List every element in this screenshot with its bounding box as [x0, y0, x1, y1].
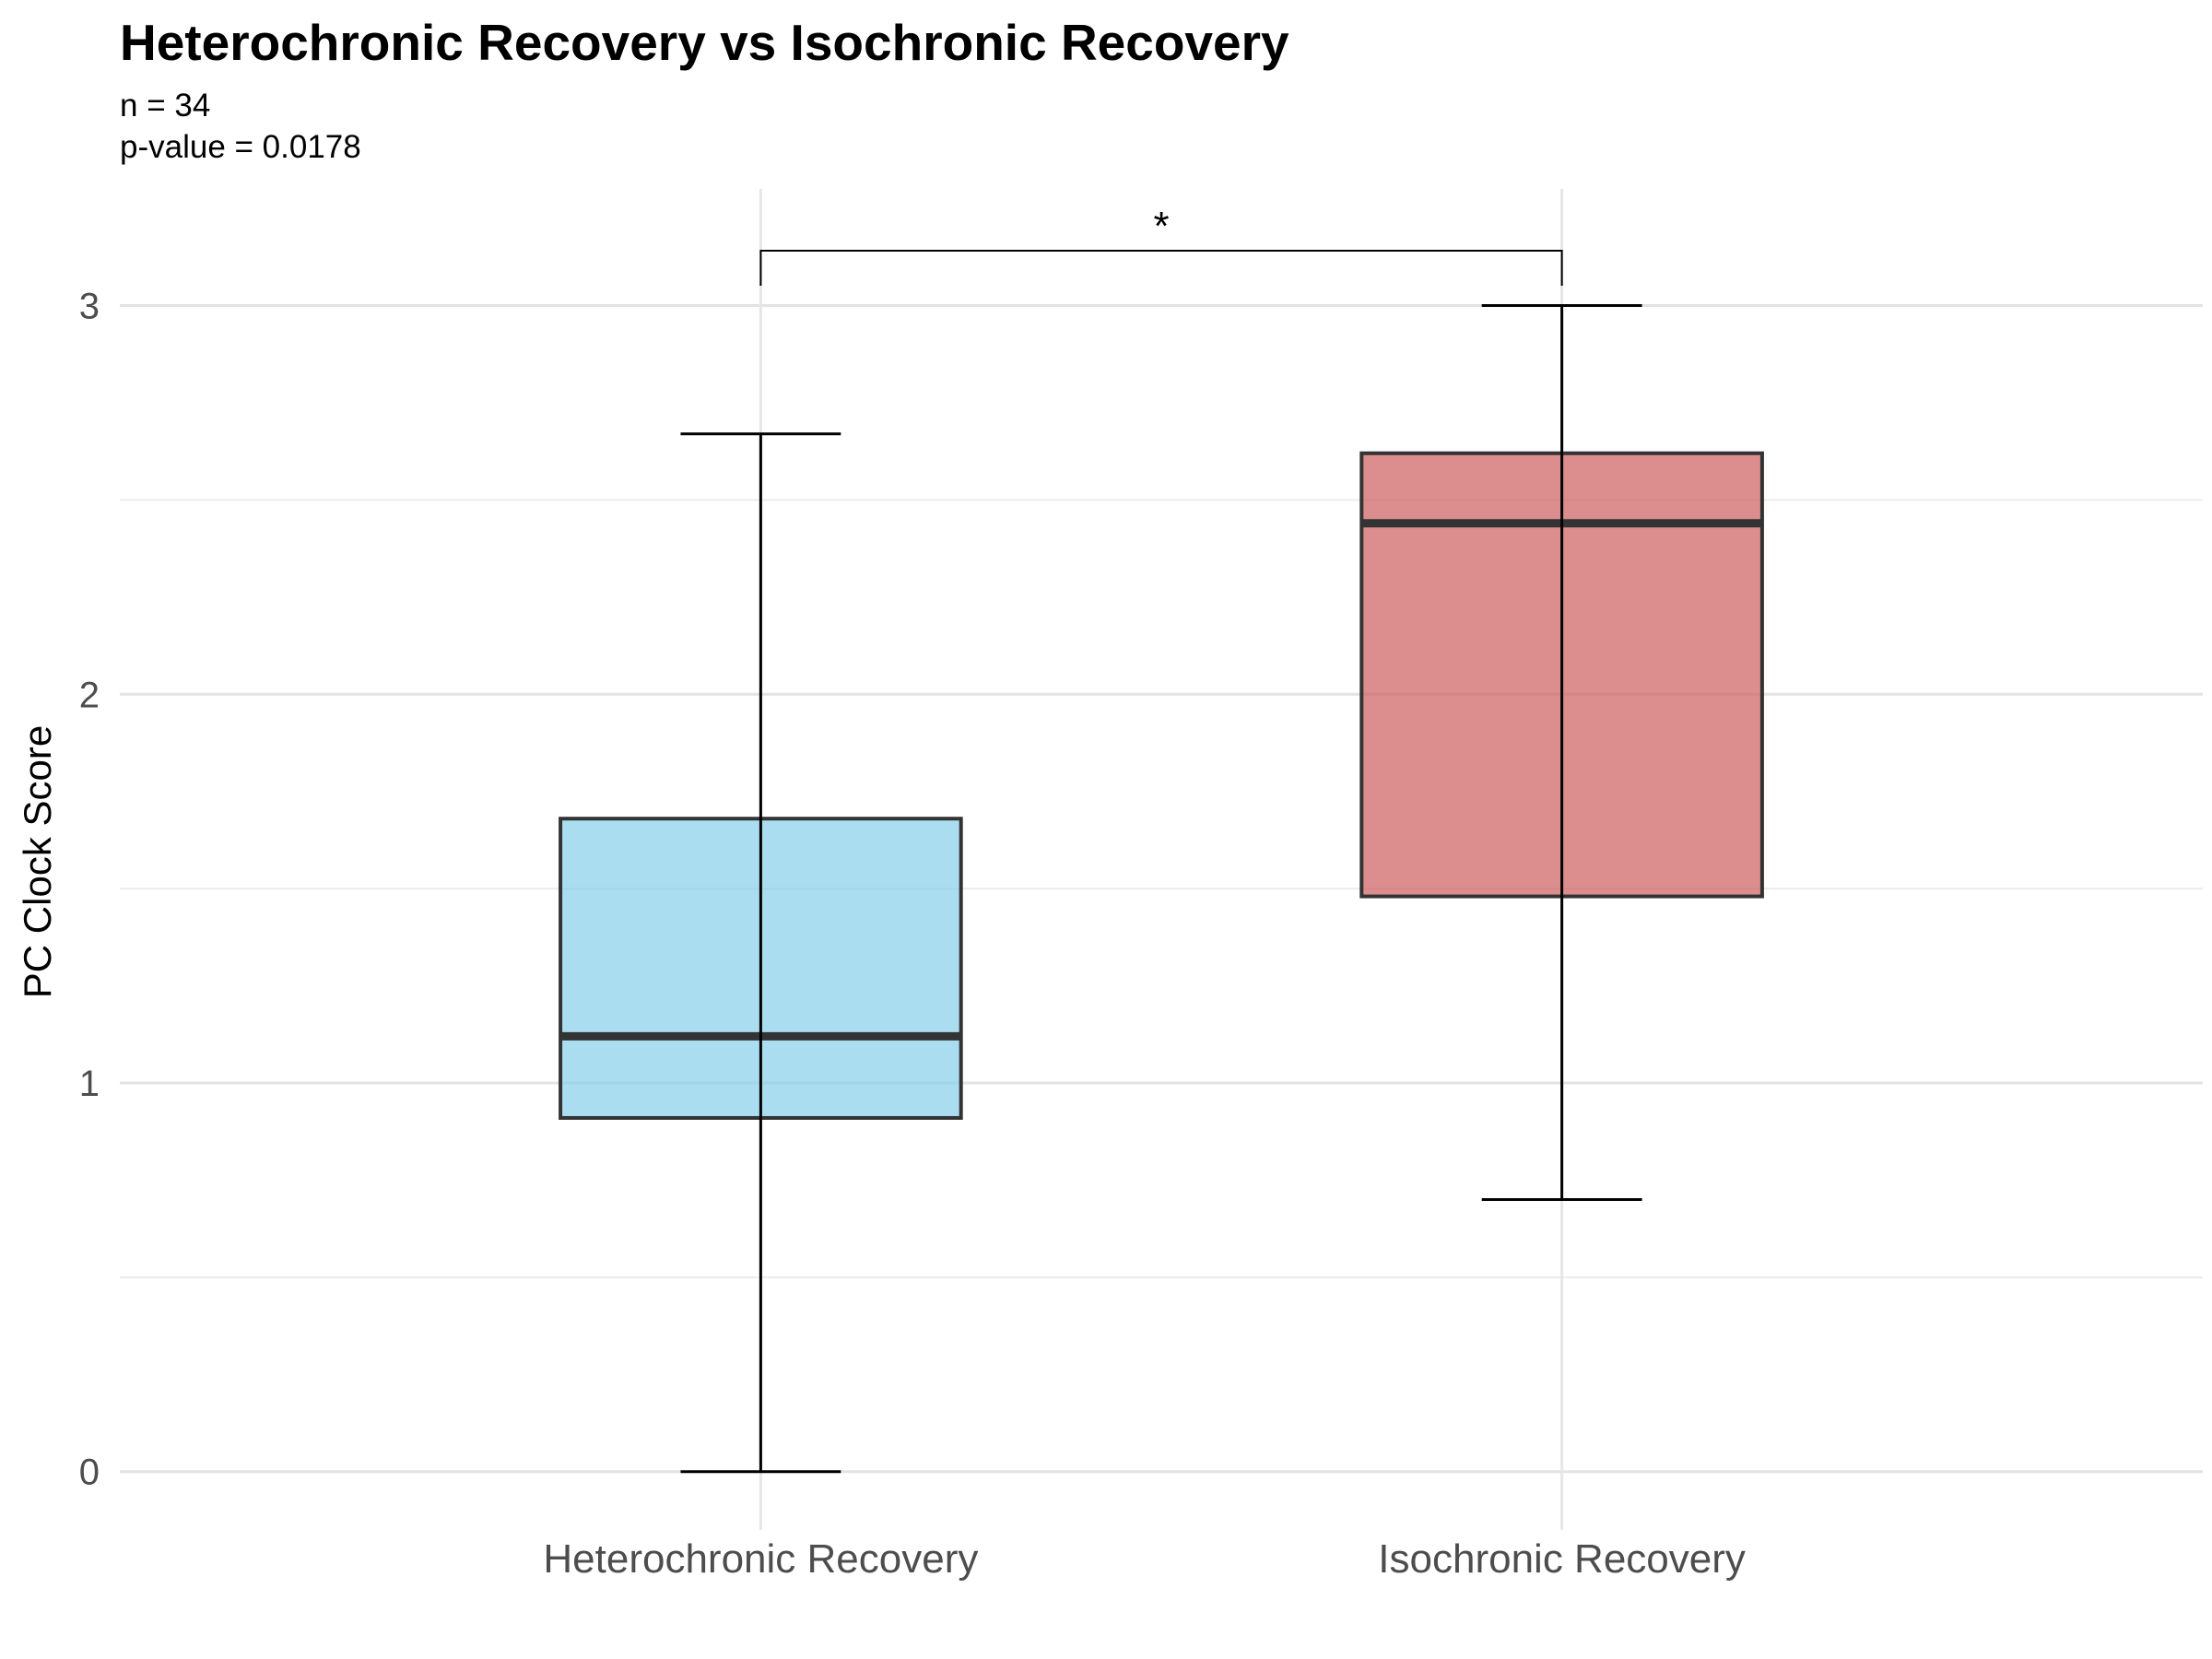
p-value-label: p-value = 0.0178 [120, 129, 361, 165]
box-group [559, 432, 963, 1474]
sample-size-label: n = 34 [120, 88, 211, 124]
chart-title: Heterochronic Recovery vs Isochronic Rec… [120, 14, 1289, 71]
y-tick-label: 3 [79, 287, 100, 327]
y-tick-label: 0 [79, 1453, 100, 1493]
x-tick-label: Heterochronic Recovery [543, 1536, 978, 1582]
x-tick-label: Isochronic Recovery [1378, 1536, 1746, 1582]
x-axis: Heterochronic Recovery Isochronic Recover… [543, 1536, 1746, 1582]
significance-bracket-group: * [759, 204, 1563, 286]
significance-bracket [759, 250, 1563, 286]
y-tick-label: 1 [79, 1064, 100, 1104]
box-series [559, 304, 1764, 1474]
y-axis: 0 1 2 3 [79, 287, 100, 1493]
y-axis-label: PC Clock Score [16, 725, 59, 998]
grid-lines [120, 189, 2203, 1530]
box-group [1359, 304, 1764, 1202]
significance-star: * [1153, 204, 1169, 249]
y-tick-label: 2 [79, 675, 100, 715]
